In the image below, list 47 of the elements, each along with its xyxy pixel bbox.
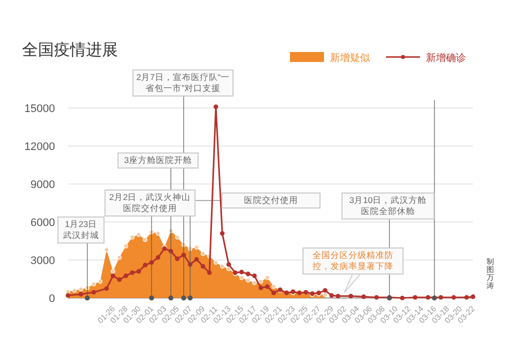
point (104, 286, 109, 291)
point (220, 231, 225, 236)
point (438, 295, 444, 300)
point (412, 295, 418, 300)
point (200, 264, 206, 269)
y-tick-label: 9000 (30, 179, 55, 192)
y-tick-label: 15000 (24, 103, 55, 116)
y-tick-label: 0 (48, 293, 55, 305)
point (470, 294, 476, 300)
point (130, 270, 135, 275)
point (156, 255, 160, 260)
point (336, 294, 340, 298)
legend-label: 新增疑似 (330, 52, 370, 64)
point (110, 274, 116, 278)
annotation: 全国分区分级精准防控，发病率显著下降 (303, 248, 403, 274)
point (374, 295, 379, 300)
point (207, 270, 212, 275)
point (451, 295, 456, 300)
point (142, 262, 148, 268)
point (464, 295, 469, 300)
y-tick-label: 12000 (24, 141, 55, 154)
point (174, 256, 180, 262)
point (246, 272, 250, 276)
point (91, 290, 96, 295)
point (252, 274, 257, 278)
point (400, 296, 405, 300)
y-tick-label: 6000 (30, 217, 55, 230)
point (264, 284, 270, 289)
point (348, 294, 354, 298)
point (214, 104, 218, 110)
point (136, 269, 142, 274)
point (329, 293, 334, 298)
point (271, 290, 276, 296)
point (426, 295, 430, 300)
point (194, 257, 199, 262)
y-tick-label: 3000 (30, 255, 55, 268)
point (226, 262, 232, 267)
point (322, 288, 328, 293)
chart-title: 全国疫情进展 (22, 41, 118, 59)
point (117, 277, 122, 282)
point (78, 292, 84, 296)
point (66, 293, 70, 298)
legend-label: 新增确诊 (426, 52, 466, 64)
point (239, 270, 244, 274)
point (361, 294, 366, 300)
point (124, 274, 128, 278)
point (258, 286, 264, 290)
